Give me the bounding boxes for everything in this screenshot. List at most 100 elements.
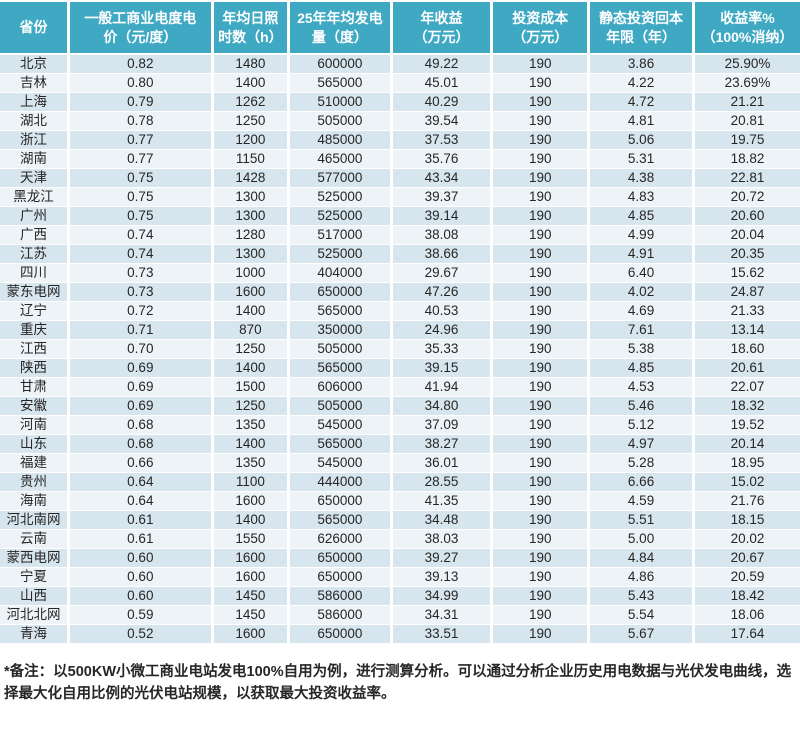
value-cell: 13.14	[691, 319, 800, 339]
value-cell: 190	[490, 243, 589, 263]
value-cell: 24.87	[691, 281, 800, 301]
footnote-text: 以500KW小微工商业电站发电100%自用为例，进行测算分析。可以通过分析企业历…	[4, 664, 792, 703]
value-cell: 47.26	[389, 281, 492, 301]
value-cell: 4.83	[587, 186, 694, 206]
table-header-row: 省份 一般工商业电度电 价（元/度） 年均日照 时数（h） 25年年均发电 量（度）年…	[0, 2, 800, 55]
value-cell: 1250	[210, 395, 289, 415]
value-cell: 1300	[210, 205, 289, 225]
value-cell: 49.22	[389, 53, 492, 73]
value-cell: 1500	[210, 376, 289, 396]
table-row: 上海 0.79 1262 510000 40.29 190 4.72 21.21	[0, 91, 800, 111]
province-cell: 浙江	[0, 129, 69, 149]
table-row: 山西 0.60 1450 586000 34.99 190 5.43 18.42	[0, 585, 800, 605]
value-cell: 0.71	[67, 319, 213, 339]
table-row: 甘肃 0.69 1500 606000 41.94 190 4.53 22.07	[0, 376, 800, 396]
value-cell: 0.68	[67, 414, 213, 434]
value-cell: 1250	[210, 110, 289, 130]
value-cell: 650000	[287, 281, 392, 301]
value-cell: 0.77	[67, 148, 213, 168]
value-cell: 545000	[287, 414, 392, 434]
value-cell: 5.51	[587, 509, 694, 529]
value-cell: 510000	[287, 91, 392, 111]
value-cell: 0.75	[67, 186, 213, 206]
value-cell: 39.14	[389, 205, 492, 225]
province-cell: 天津	[0, 167, 69, 187]
value-cell: 517000	[287, 224, 392, 244]
table-row: 青海 0.52 1600 650000 33.51 190 5.67 17.64	[0, 623, 800, 643]
table-row: 蒙东电网 0.73 1600 650000 47.26 190 4.02 24.87	[0, 281, 800, 301]
value-cell: 1600	[210, 281, 289, 301]
value-cell: 19.75	[691, 129, 800, 149]
value-cell: 17.64	[691, 623, 800, 643]
value-cell: 4.72	[587, 91, 694, 111]
value-cell: 18.60	[691, 338, 800, 358]
value-cell: 39.15	[389, 357, 492, 377]
value-cell: 5.06	[587, 129, 694, 149]
value-cell: 190	[490, 205, 589, 225]
value-cell: 190	[490, 148, 589, 168]
value-cell: 5.43	[587, 585, 694, 605]
table-row: 广西 0.74 1280 517000 38.08 190 4.99 20.04	[0, 224, 800, 244]
value-cell: 18.15	[691, 509, 800, 529]
table-row: 海南 0.64 1600 650000 41.35 190 4.59 21.76	[0, 490, 800, 510]
province-cell: 甘肃	[0, 376, 69, 396]
province-cell: 上海	[0, 91, 69, 111]
value-cell: 190	[490, 53, 589, 73]
value-cell: 190	[490, 623, 589, 643]
province-cell: 河北南网	[0, 509, 69, 529]
value-cell: 190	[490, 490, 589, 510]
value-cell: 0.69	[67, 376, 213, 396]
value-cell: 0.70	[67, 338, 213, 358]
province-cell: 山西	[0, 585, 69, 605]
value-cell: 0.77	[67, 129, 213, 149]
value-cell: 35.76	[389, 148, 492, 168]
value-cell: 1250	[210, 338, 289, 358]
value-cell: 190	[490, 110, 589, 130]
value-cell: 20.02	[691, 528, 800, 548]
value-cell: 20.60	[691, 205, 800, 225]
value-cell: 4.97	[587, 433, 694, 453]
table-row: 辽宁 0.72 1400 565000 40.53 190 4.69 21.33	[0, 300, 800, 320]
table-row: 贵州 0.64 1100 444000 28.55 190 6.66 15.02	[0, 471, 800, 491]
table-row: 河南 0.68 1350 545000 37.09 190 5.12 19.52	[0, 414, 800, 434]
province-cell: 贵州	[0, 471, 69, 491]
value-cell: 190	[490, 414, 589, 434]
value-cell: 21.76	[691, 490, 800, 510]
value-cell: 1600	[210, 623, 289, 643]
value-cell: 4.85	[587, 357, 694, 377]
value-cell: 1350	[210, 414, 289, 434]
value-cell: 0.61	[67, 509, 213, 529]
value-cell: 41.94	[389, 376, 492, 396]
table-row: 重庆 0.71 870 350000 24.96 190 7.61 13.14	[0, 319, 800, 339]
column-header-2: 一般工商业电度电 价（元/度）	[67, 2, 213, 55]
value-cell: 650000	[287, 547, 392, 567]
value-cell: 0.59	[67, 604, 213, 624]
value-cell: 35.33	[389, 338, 492, 358]
value-cell: 650000	[287, 490, 392, 510]
value-cell: 15.02	[691, 471, 800, 491]
value-cell: 0.66	[67, 452, 213, 472]
value-cell: 1400	[210, 300, 289, 320]
value-cell: 18.82	[691, 148, 800, 168]
table-row: 福建 0.66 1350 545000 36.01 190 5.28 18.95	[0, 452, 800, 472]
table-row: 宁夏 0.60 1600 650000 39.13 190 4.86 20.59	[0, 566, 800, 586]
value-cell: 20.59	[691, 566, 800, 586]
value-cell: 39.13	[389, 566, 492, 586]
value-cell: 39.37	[389, 186, 492, 206]
province-cell: 黑龙江	[0, 186, 69, 206]
value-cell: 565000	[287, 509, 392, 529]
value-cell: 190	[490, 452, 589, 472]
value-cell: 1400	[210, 357, 289, 377]
value-cell: 190	[490, 528, 589, 548]
value-cell: 38.27	[389, 433, 492, 453]
column-header-8: 收益率% （100%消纳）	[691, 2, 800, 55]
value-cell: 190	[490, 262, 589, 282]
value-cell: 0.60	[67, 547, 213, 567]
value-cell: 190	[490, 91, 589, 111]
value-cell: 0.79	[67, 91, 213, 111]
value-cell: 18.32	[691, 395, 800, 415]
value-cell: 1550	[210, 528, 289, 548]
value-cell: 6.40	[587, 262, 694, 282]
province-cell: 江苏	[0, 243, 69, 263]
table-row: 四川 0.73 1000 404000 29.67 190 6.40 15.62	[0, 262, 800, 282]
